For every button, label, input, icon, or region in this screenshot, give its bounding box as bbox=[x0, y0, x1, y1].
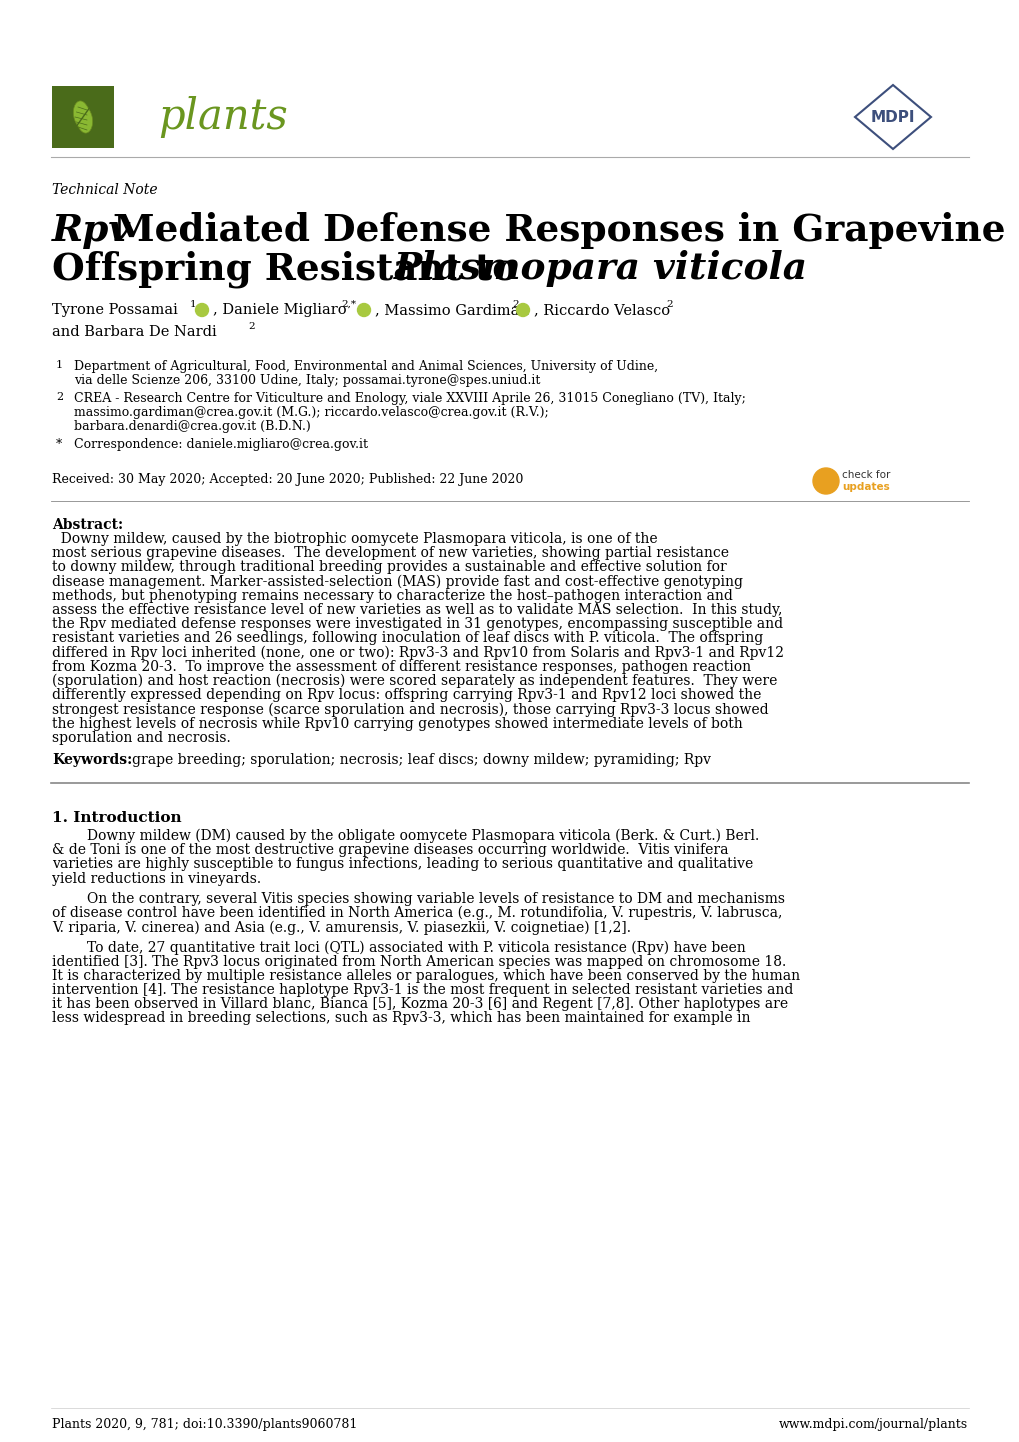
Text: the highest levels of necrosis while Rpv10 carrying genotypes showed intermediat: the highest levels of necrosis while Rpv… bbox=[52, 717, 742, 731]
Text: 1. Introduction: 1. Introduction bbox=[52, 810, 181, 825]
Text: Abstract:: Abstract: bbox=[52, 518, 123, 532]
Text: via delle Scienze 206, 33100 Udine, Italy; possamai.tyrone@spes.uniud.it: via delle Scienze 206, 33100 Udine, Ital… bbox=[74, 373, 540, 386]
Text: Department of Agricultural, Food, Environmental and Animal Sciences, University : Department of Agricultural, Food, Enviro… bbox=[74, 360, 657, 373]
Text: differed in Rpv loci inherited (none, one or two): Rpv3-3 and Rpv10 from Solaris: differed in Rpv loci inherited (none, on… bbox=[52, 646, 784, 660]
Text: Tyrone Possamai: Tyrone Possamai bbox=[52, 303, 177, 317]
Text: Received: 30 May 2020; Accepted: 20 June 2020; Published: 22 June 2020: Received: 30 May 2020; Accepted: 20 June… bbox=[52, 473, 523, 486]
Text: grape breeding; sporulation; necrosis; leaf discs; downy mildew; pyramiding; Rpv: grape breeding; sporulation; necrosis; l… bbox=[131, 753, 710, 767]
Text: Downy mildew (DM) caused by the obligate oomycete Plasmopara viticola (Berk. & C: Downy mildew (DM) caused by the obligate… bbox=[52, 829, 758, 844]
Text: to downy mildew, through traditional breeding provides a sustainable and effecti: to downy mildew, through traditional bre… bbox=[52, 561, 727, 574]
Text: strongest resistance response (scarce sporulation and necrosis), those carrying : strongest resistance response (scarce sp… bbox=[52, 702, 768, 717]
Circle shape bbox=[357, 303, 370, 316]
Text: V. riparia, V. cinerea) and Asia (e.g., V. amurensis, V. piasezkii, V. coignetia: V. riparia, V. cinerea) and Asia (e.g., … bbox=[52, 920, 631, 934]
Text: iD: iD bbox=[198, 307, 206, 313]
Text: Technical Note: Technical Note bbox=[52, 183, 158, 198]
Text: from Kozma 20-3.  To improve the assessment of different resistance responses, p: from Kozma 20-3. To improve the assessme… bbox=[52, 660, 750, 673]
Text: sporulation and necrosis.: sporulation and necrosis. bbox=[52, 731, 230, 746]
Text: 1: 1 bbox=[190, 300, 197, 309]
Text: 1: 1 bbox=[56, 360, 63, 371]
Text: Keywords:: Keywords: bbox=[52, 753, 132, 767]
Text: the Rpv mediated defense responses were investigated in 31 genotypes, encompassi: the Rpv mediated defense responses were … bbox=[52, 617, 783, 632]
Text: It is characterized by multiple resistance alleles or paralogues, which have bee: It is characterized by multiple resistan… bbox=[52, 969, 799, 983]
Text: yield reductions in vineyards.: yield reductions in vineyards. bbox=[52, 871, 261, 885]
Polygon shape bbox=[73, 101, 93, 133]
Text: iD: iD bbox=[519, 307, 526, 313]
Text: differently expressed depending on Rpv locus: offspring carrying Rpv3-1 and Rpv1: differently expressed depending on Rpv l… bbox=[52, 688, 760, 702]
Text: varieties are highly susceptible to fungus infections, leading to serious quanti: varieties are highly susceptible to fung… bbox=[52, 858, 752, 871]
Circle shape bbox=[196, 303, 208, 316]
Text: Offspring Resistant to: Offspring Resistant to bbox=[52, 249, 530, 287]
Text: Rpv: Rpv bbox=[52, 212, 131, 249]
Text: MDPI: MDPI bbox=[870, 110, 914, 124]
Text: Plants 2020, 9, 781; doi:10.3390/plants9060781: Plants 2020, 9, 781; doi:10.3390/plants9… bbox=[52, 1417, 357, 1430]
Text: most serious grapevine diseases.  The development of new varieties, showing part: most serious grapevine diseases. The dev… bbox=[52, 547, 729, 559]
Text: barbara.denardi@crea.gov.it (B.D.N.): barbara.denardi@crea.gov.it (B.D.N.) bbox=[74, 420, 311, 433]
Text: updates: updates bbox=[841, 482, 889, 492]
Text: check for: check for bbox=[841, 470, 890, 480]
Text: 2: 2 bbox=[512, 300, 518, 309]
Text: intervention [4]. The resistance haplotype Rpv3-1 is the most frequent in select: intervention [4]. The resistance haploty… bbox=[52, 983, 793, 996]
Text: 2,*: 2,* bbox=[340, 300, 356, 309]
Circle shape bbox=[812, 469, 839, 495]
Text: *: * bbox=[56, 438, 62, 451]
Text: 2: 2 bbox=[665, 300, 672, 309]
FancyBboxPatch shape bbox=[52, 87, 114, 149]
Text: identified [3]. The Rpv3 locus originated from North American species was mapped: identified [3]. The Rpv3 locus originate… bbox=[52, 955, 786, 969]
Text: www.mdpi.com/journal/plants: www.mdpi.com/journal/plants bbox=[779, 1417, 967, 1430]
Text: Correspondence: daniele.migliaro@crea.gov.it: Correspondence: daniele.migliaro@crea.go… bbox=[74, 438, 368, 451]
Text: 2: 2 bbox=[248, 322, 255, 332]
Text: massimo.gardiman@crea.gov.it (M.G.); riccardo.velasco@crea.gov.it (R.V.);: massimo.gardiman@crea.gov.it (M.G.); ric… bbox=[74, 407, 548, 420]
Text: and Barbara De Nardi: and Barbara De Nardi bbox=[52, 324, 217, 339]
Text: To date, 27 quantitative trait loci (QTL) associated with P. viticola resistance: To date, 27 quantitative trait loci (QTL… bbox=[52, 940, 745, 955]
Text: Downy mildew, caused by the biotrophic oomycete Plasmopara viticola, is one of t: Downy mildew, caused by the biotrophic o… bbox=[52, 532, 657, 547]
Text: , Riccardo Velasco: , Riccardo Velasco bbox=[534, 303, 669, 317]
Text: CREA - Research Centre for Viticulture and Enology, viale XXVIII Aprile 26, 3101: CREA - Research Centre for Viticulture a… bbox=[74, 392, 745, 405]
Circle shape bbox=[516, 303, 529, 316]
Text: ✓: ✓ bbox=[818, 472, 833, 489]
Text: resistant varieties and 26 seedlings, following inoculation of leaf discs with P: resistant varieties and 26 seedlings, fo… bbox=[52, 632, 762, 646]
Text: (sporulation) and host reaction (necrosis) were scored separately as independent: (sporulation) and host reaction (necrosi… bbox=[52, 673, 776, 688]
Text: & de Toni is one of the most destructive grapevine diseases occurring worldwide.: & de Toni is one of the most destructive… bbox=[52, 844, 728, 857]
Text: Mediated Defense Responses in Grapevine: Mediated Defense Responses in Grapevine bbox=[100, 212, 1005, 249]
Text: methods, but phenotyping remains necessary to characterize the host–pathogen int: methods, but phenotyping remains necessa… bbox=[52, 588, 733, 603]
Text: of disease control have been identified in North America (e.g., M. rotundifolia,: of disease control have been identified … bbox=[52, 906, 782, 920]
Text: disease management. Marker-assisted-selection (MAS) provide fast and cost-effect: disease management. Marker-assisted-sele… bbox=[52, 574, 742, 588]
Text: On the contrary, several Vitis species showing variable levels of resistance to : On the contrary, several Vitis species s… bbox=[52, 891, 785, 906]
Text: assess the effective resistance level of new varieties as well as to validate MA: assess the effective resistance level of… bbox=[52, 603, 782, 617]
Text: 2: 2 bbox=[56, 392, 63, 402]
Text: Plasmopara viticola: Plasmopara viticola bbox=[393, 249, 807, 287]
Text: , Daniele Migliaro: , Daniele Migliaro bbox=[213, 303, 346, 317]
Text: iD: iD bbox=[360, 307, 367, 313]
Text: less widespread in breeding selections, such as Rpv3-3, which has been maintaine: less widespread in breeding selections, … bbox=[52, 1011, 750, 1025]
Text: it has been observed in Villard blanc, Bianca [5], Kozma 20-3 [6] and Regent [7,: it has been observed in Villard blanc, B… bbox=[52, 998, 788, 1011]
Text: plants: plants bbox=[158, 97, 287, 138]
Text: , Massimo Gardiman: , Massimo Gardiman bbox=[375, 303, 529, 317]
